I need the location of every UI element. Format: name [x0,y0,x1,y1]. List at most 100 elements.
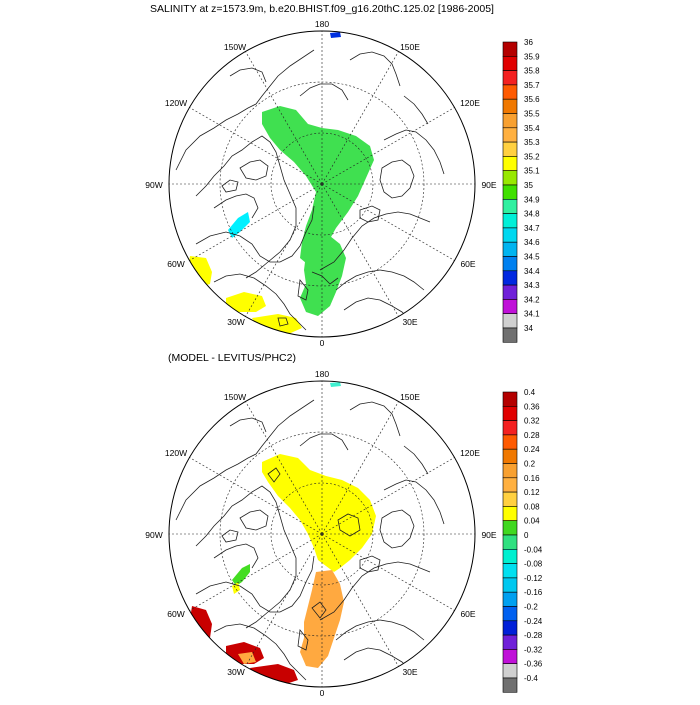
colorbar-swatch [502,241,518,257]
colorbar-label: 35.9 [524,52,540,61]
colorbar-label: 0.12 [524,488,540,497]
colorbar-swatch [502,227,518,243]
colorbar-label: 35.5 [524,110,540,119]
lon-label-60w: 60W [167,609,184,619]
lon-label-150e: 150E [400,392,420,402]
lon-label-90e: 90E [481,180,496,190]
lon-label-0: 0 [320,338,325,348]
colorbar-swatch [502,448,518,464]
lon-label-180: 180 [315,19,329,29]
colorbar-label: 34.7 [524,224,540,233]
colorbar-swatch [502,284,518,300]
colorbar-swatch [502,41,518,57]
colorbar-label: 35.7 [524,81,540,90]
colorbar-label: 36 [524,38,533,47]
colorbar-label: 35 [524,181,533,190]
coastlines [175,49,445,331]
colorbar-swatch [502,98,518,114]
colorbar-label: 34 [524,324,533,333]
colorbar-swatch [502,506,518,521]
difference-region-labrador [188,606,212,640]
colorbar-label: 34.5 [524,253,540,262]
lon-label-60w: 60W [167,259,184,269]
colorbar-label: 34.1 [524,310,540,319]
colorbar-label: 0.32 [524,417,540,426]
coastlines-bottom [175,399,445,681]
colorbar-label: 34.6 [524,238,540,247]
difference-region-north-atlantic-2 [250,664,298,686]
colorbar-swatch [502,663,518,679]
salinity-map: 180 150W 150E 120W 120E 90W 90E 60W 60E … [145,19,540,348]
colorbar-swatch [502,141,518,157]
colorbar-swatch [502,84,518,100]
colorbar-swatch [502,591,518,607]
difference-region-north-atlantic-orange [238,652,256,664]
colorbar-label: -0.36 [524,660,543,669]
colorbar-swatch [502,213,518,229]
colorbar-label: -0.24 [524,617,543,626]
lon-label-120w: 120W [165,448,187,458]
colorbar-swatch [502,520,518,536]
colorbar-swatch [502,549,518,564]
salinity-region-arctic [262,106,374,268]
salinity-region-baffin [228,212,250,238]
colorbar-label: 34.2 [524,295,540,304]
lon-label-150w: 150W [224,42,246,52]
colorbar-swatch [502,270,518,286]
colorbar-label: -0.4 [524,674,538,683]
colorbar-label: -0.04 [524,545,543,554]
colorbar-label: 35.3 [524,138,540,147]
difference-region-baffin [232,564,250,586]
colorbar-label: 0.28 [524,431,540,440]
salinity-region-top-edge [330,32,341,38]
difference-region-top-edge [330,382,341,387]
lon-label-120e: 120E [460,448,480,458]
colorbar-label: 0.36 [524,402,540,411]
lon-label-150e: 150E [400,42,420,52]
lon-label-30e: 30E [402,317,417,327]
lon-label-30w: 30W [227,317,244,327]
difference-colorbar: 0.4 0.36 0.32 0.28 0.24 0.2 0.16 0.12 0.08 0.04 0 -… [502,388,543,693]
colorbar-swatch [502,256,518,272]
lon-label-90e: 90E [481,530,496,540]
lon-label-120w: 120W [165,98,187,108]
map-boundary-bottom [168,380,476,688]
difference-region-arctic [262,454,376,572]
colorbar-swatch [502,391,518,407]
lon-label-180: 180 [315,369,329,379]
colorbar-label: 35.8 [524,67,540,76]
colorbar-swatch [502,405,518,421]
difference-map: 180 150W 150E 120W 120E 90W 90E 60W 60E … [145,369,543,698]
lon-label-30e: 30E [402,667,417,677]
colorbar-label: -0.16 [524,588,543,597]
colorbar-swatch [502,491,518,507]
difference-panel: 180 150W 150E 120W 120E 90W 90E 60W 60E … [0,350,700,700]
colorbar-swatch [502,563,518,579]
colorbar-label: -0.2 [524,603,538,612]
colorbar-swatch [502,70,518,86]
difference-title: (MODEL - LEVITUS/PHC2) [168,352,296,364]
colorbar-label: 0.24 [524,445,540,454]
colorbar-label: 34.4 [524,267,540,276]
colorbar-swatch [502,677,518,693]
map-boundary [168,30,476,338]
colorbar-label: 35.6 [524,95,540,104]
colorbar-label: -0.12 [524,574,543,583]
colorbar-label: 35.2 [524,152,540,161]
colorbar-label: 35.1 [524,167,540,176]
salinity-region-fram-strait [300,236,346,316]
colorbar-label: 0.4 [524,388,536,397]
lon-label-90w: 90W [145,530,162,540]
meridians-bottom [169,381,475,687]
map-title: SALINITY at z=1573.9m, b.e20.BHIST.f09_g… [150,3,494,15]
lon-label-60e: 60E [460,609,475,619]
salinity-region-north-atlantic-2 [252,314,302,336]
colorbar-swatch [502,55,518,71]
colorbar-swatch [502,577,518,593]
salinity-region-north-atlantic-1 [226,292,266,312]
lon-label-150w: 150W [224,392,246,402]
lon-label-30w: 30W [227,667,244,677]
colorbar-label: 34.8 [524,210,540,219]
salinity-panel: 180 150W 150E 120W 120E 90W 90E 60W 60E … [0,0,700,350]
colorbar-swatch [502,477,518,493]
